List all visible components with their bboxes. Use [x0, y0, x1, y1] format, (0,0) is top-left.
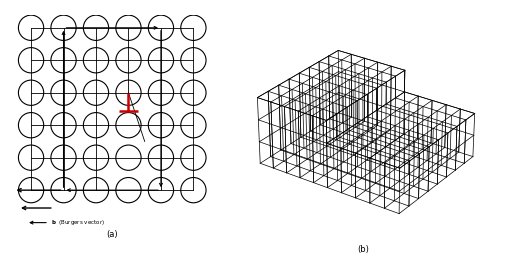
Text: $\mathbf{b}$  (Burgers vector): $\mathbf{b}$ (Burgers vector) [50, 218, 105, 227]
Text: (b): (b) [358, 245, 369, 254]
Text: (a): (a) [106, 230, 118, 239]
